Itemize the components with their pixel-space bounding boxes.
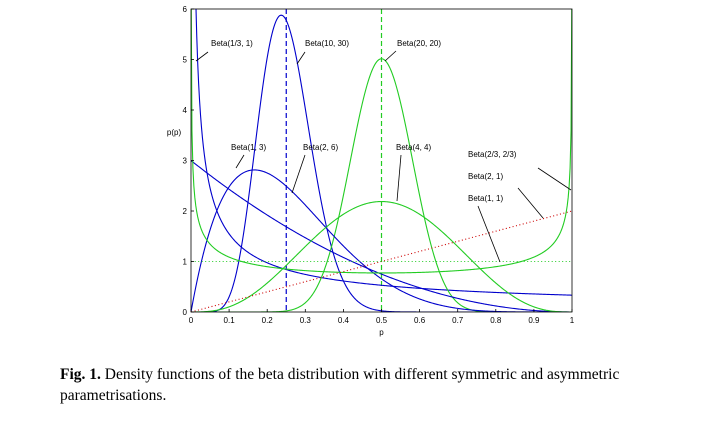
figure-caption: Fig. 1. Density functions of the beta di… — [60, 364, 700, 406]
series-label-4: Beta(2, 6) — [303, 143, 338, 152]
y-tick-label: 1 — [183, 258, 188, 267]
y-tick-label: 0 — [183, 308, 188, 317]
series-leader-line-1 — [296, 51, 306, 65]
y-tick-label: 5 — [183, 56, 188, 65]
series-leader-line-6 — [537, 167, 572, 191]
series-label-6: Beta(2/3, 2/3) — [468, 150, 517, 159]
x-tick-label: 0.6 — [414, 316, 426, 325]
x-tick-label: 0.2 — [262, 316, 274, 325]
series-label-5: Beta(4, 4) — [396, 143, 431, 152]
x-tick-label: 0 — [189, 316, 194, 325]
y-tick-label: 6 — [183, 5, 188, 14]
x-tick-label: 0.8 — [490, 316, 502, 325]
series-label-8: Beta(1, 1) — [468, 194, 503, 203]
series-leader-line-2 — [384, 50, 397, 62]
series-labels: Beta(1/3, 1) Beta(10, 30) Beta(20, 20) Beta… — [195, 39, 572, 263]
axis-ticks: 0 0.1 0.2 0.3 0.4 0.5 0.6 0.7 0.8 0.9 1 0 1 2 3 4 5 6 — [183, 5, 575, 325]
series-curve-2 — [191, 58, 572, 312]
series-curve-3 — [191, 160, 572, 312]
x-tick-label: 1 — [570, 316, 575, 325]
series-leader-line-0 — [195, 51, 209, 62]
series-leader-line-7 — [517, 187, 544, 219]
series-leader-line-3 — [235, 154, 245, 169]
series-label-2: Beta(20, 20) — [397, 39, 441, 48]
series-label-1: Beta(10, 30) — [305, 39, 349, 48]
x-axis-label: p — [379, 328, 384, 337]
series-curve-6 — [191, 9, 572, 274]
y-tick-label: 3 — [183, 157, 188, 166]
series-curve-7 — [191, 210, 572, 312]
x-tick-label: 0.5 — [376, 316, 388, 325]
x-tick-label: 0.1 — [224, 316, 236, 325]
series-label-0: Beta(1/3, 1) — [211, 39, 253, 48]
beta-density-chart: 0 0.1 0.2 0.3 0.4 0.5 0.6 0.7 0.8 0.9 1 0 1 2 3 4 5 6 p p… — [167, 5, 575, 337]
y-axis-label: p(p) — [167, 128, 182, 137]
series-label-7: Beta(2, 1) — [468, 172, 503, 181]
caption-text: Density functions of the beta distributi… — [60, 366, 620, 404]
x-tick-label: 0.9 — [528, 316, 540, 325]
vertical-reference-lines — [285, 9, 383, 312]
series-curve-5 — [191, 200, 572, 312]
x-tick-label: 0.3 — [300, 316, 312, 325]
series-leader-line-8 — [477, 205, 501, 263]
series-label-3: Beta(1, 3) — [231, 143, 266, 152]
series-leader-line-4 — [291, 154, 306, 194]
x-tick-label: 0.7 — [452, 316, 464, 325]
y-tick-label: 2 — [183, 207, 188, 216]
y-tick-label: 4 — [183, 106, 188, 115]
series-leader-line-5 — [396, 154, 402, 202]
caption-figure-number: Fig. 1. — [60, 366, 101, 383]
x-tick-label: 0.4 — [338, 316, 350, 325]
